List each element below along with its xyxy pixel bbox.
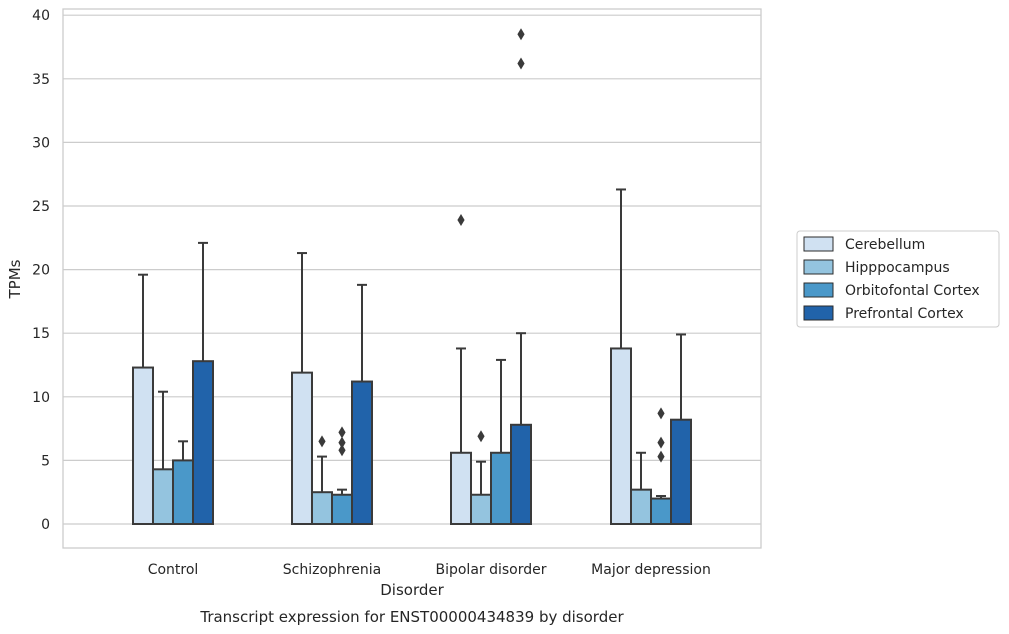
outliers bbox=[318, 28, 665, 463]
bar bbox=[331, 493, 353, 525]
bar bbox=[172, 459, 194, 525]
legend-label: Cerebellum bbox=[845, 237, 925, 253]
bar bbox=[351, 380, 373, 526]
bar bbox=[152, 468, 174, 525]
bar bbox=[650, 497, 672, 525]
y-tick-label: 5 bbox=[41, 453, 50, 469]
outlier-point bbox=[338, 444, 346, 457]
y-axis-title: TPMs bbox=[6, 259, 24, 299]
y-tick-label: 40 bbox=[32, 8, 50, 24]
y-tick-label: 35 bbox=[32, 72, 50, 88]
legend-label: Hipppocampus bbox=[845, 260, 950, 276]
x-tick-label: Bipolar disorder bbox=[435, 562, 546, 578]
bar bbox=[670, 418, 692, 526]
plot-area-frame bbox=[62, 8, 762, 549]
bar bbox=[192, 360, 214, 525]
outlier-point bbox=[457, 213, 465, 226]
outlier-point bbox=[517, 57, 525, 70]
legend-swatch bbox=[803, 236, 834, 252]
y-tick-labels: 0 5 10 15 20 25 30 35 40 bbox=[32, 8, 50, 533]
legend-swatch bbox=[803, 305, 834, 321]
x-axis-title: Disorder bbox=[380, 581, 444, 599]
legend-frame bbox=[796, 230, 1000, 328]
x-tick-labels: Control Schizophrenia Bipolar disorder Majo… bbox=[148, 562, 711, 578]
legend: Cerebellum Hipppocampus Orbitofontal Corte… bbox=[796, 230, 1000, 328]
y-tick-label: 20 bbox=[32, 263, 50, 279]
bar bbox=[510, 423, 532, 525]
outlier-point bbox=[318, 435, 326, 448]
bar bbox=[470, 493, 492, 525]
outlier-point bbox=[477, 430, 485, 443]
legend-swatch bbox=[803, 282, 834, 298]
legend-swatch bbox=[803, 259, 834, 275]
y-tick-label: 30 bbox=[32, 135, 50, 151]
outlier-point bbox=[338, 436, 346, 449]
bar bbox=[450, 451, 472, 526]
bar bbox=[630, 488, 652, 526]
legend-label: Prefrontal Cortex bbox=[845, 306, 964, 322]
bar bbox=[132, 366, 154, 525]
y-tick-label: 15 bbox=[32, 326, 50, 342]
x-tick-label: Schizophrenia bbox=[283, 562, 381, 578]
outlier-point bbox=[657, 407, 665, 420]
gridlines bbox=[63, 14, 761, 525]
outlier-point bbox=[657, 450, 665, 463]
bar bbox=[311, 491, 333, 526]
chart-caption: Transcript expression for ENST0000043483… bbox=[199, 608, 624, 626]
legend-label: Orbitofontal Cortex bbox=[845, 283, 980, 299]
y-tick-label: 0 bbox=[41, 517, 50, 533]
outlier-point bbox=[338, 426, 346, 439]
bar bbox=[490, 451, 512, 526]
outlier-point bbox=[517, 28, 525, 41]
bar bbox=[610, 347, 632, 525]
bars bbox=[132, 347, 692, 526]
y-tick-label: 10 bbox=[32, 390, 50, 406]
bar bbox=[291, 371, 313, 525]
whiskers bbox=[138, 188, 686, 499]
x-tick-label: Control bbox=[148, 562, 199, 578]
y-tick-label: 25 bbox=[32, 199, 50, 215]
outlier-point bbox=[657, 436, 665, 449]
x-tick-label: Major depression bbox=[591, 562, 711, 578]
